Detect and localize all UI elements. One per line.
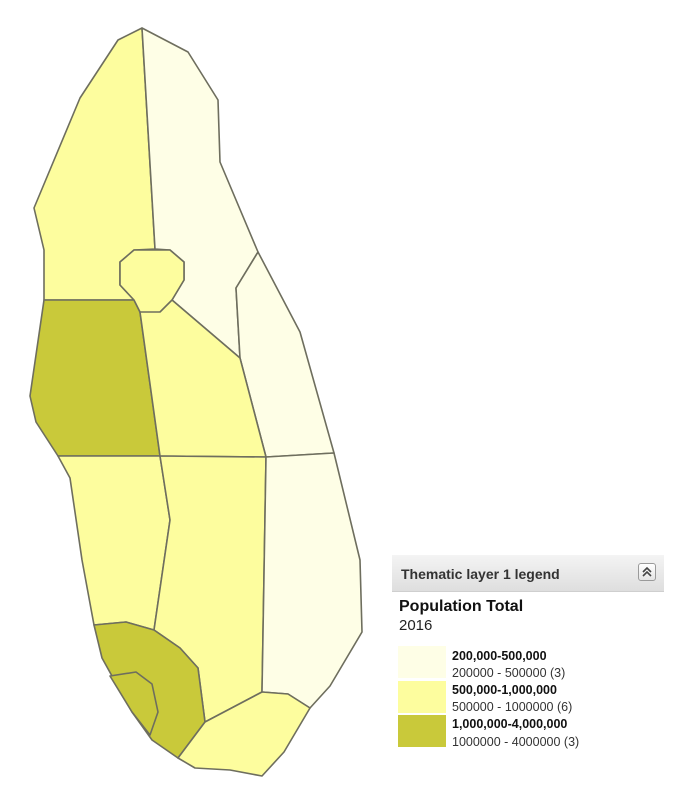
- region-south-coast-inner[interactable]: [109, 671, 159, 736]
- region-southern-tip[interactable]: [177, 691, 311, 777]
- region-capital-circle[interactable]: [119, 249, 185, 313]
- legend-header: Thematic layer 1 legend: [392, 555, 664, 592]
- legend-class-range: 1000000 - 4000000 (3): [452, 735, 580, 749]
- legend-class-range: 200000 - 500000 (3): [452, 666, 566, 680]
- region-south-east[interactable]: [261, 452, 363, 709]
- legend-class-label: 1,000,000-4,000,000: [452, 717, 568, 731]
- legend-class-label: 200,000-500,000: [452, 649, 547, 663]
- double-chevron-up-icon: [642, 566, 652, 577]
- region-west-central[interactable]: [29, 299, 161, 457]
- legend-class-range: 500000 - 1000000 (6): [452, 700, 573, 714]
- legend-swatch: [398, 715, 446, 747]
- legend-collapse-button[interactable]: [638, 563, 656, 581]
- legend-layer-name: Population Total: [399, 598, 524, 615]
- legend-swatch: [398, 646, 446, 678]
- legend-class-label: 500,000-1,000,000: [452, 683, 557, 697]
- legend-panel: Thematic layer 1 legend Population Total…: [392, 555, 664, 765]
- region-south-west-upper[interactable]: [57, 455, 171, 631]
- legend-swatch: [398, 681, 446, 713]
- legend-layer-year: 2016: [399, 617, 433, 634]
- legend-panel-title: Thematic layer 1 legend: [401, 566, 560, 582]
